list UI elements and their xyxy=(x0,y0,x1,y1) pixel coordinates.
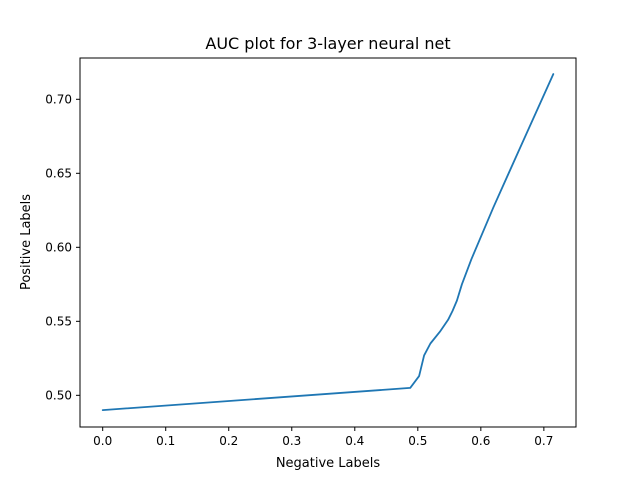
y-tick-label: 0.50 xyxy=(45,388,72,402)
x-tick-label: 0.4 xyxy=(345,434,364,448)
series-line-0 xyxy=(101,73,555,412)
plot-area xyxy=(79,57,577,428)
x-tick-label: 0.7 xyxy=(534,434,553,448)
y-tick-label: 0.70 xyxy=(45,92,72,106)
chart-title: AUC plot for 3-layer neural net xyxy=(205,34,450,53)
x-tick-label: 0.5 xyxy=(408,434,427,448)
x-axis: 0.0 0.1 0.2 0.3 0.4 0.5 0.6 0.7 xyxy=(93,427,553,448)
x-tick-label: 0.3 xyxy=(282,434,301,448)
y-tick-label: 0.65 xyxy=(45,166,72,180)
series-layer xyxy=(101,73,555,412)
y-tick-label: 0.60 xyxy=(45,240,72,254)
axes-frame xyxy=(79,57,577,428)
x-axis-label: Negative Labels xyxy=(276,456,381,471)
y-tick-label: 0.55 xyxy=(45,314,72,328)
x-tick-label: 0.1 xyxy=(156,434,175,448)
x-tick-label: 0.0 xyxy=(93,434,112,448)
x-tick-label: 0.6 xyxy=(471,434,490,448)
x-tick-label: 0.2 xyxy=(219,434,238,448)
y-axis: 0.50 0.55 0.60 0.65 0.70 xyxy=(45,92,80,402)
y-axis-label: Positive Labels xyxy=(19,194,34,290)
